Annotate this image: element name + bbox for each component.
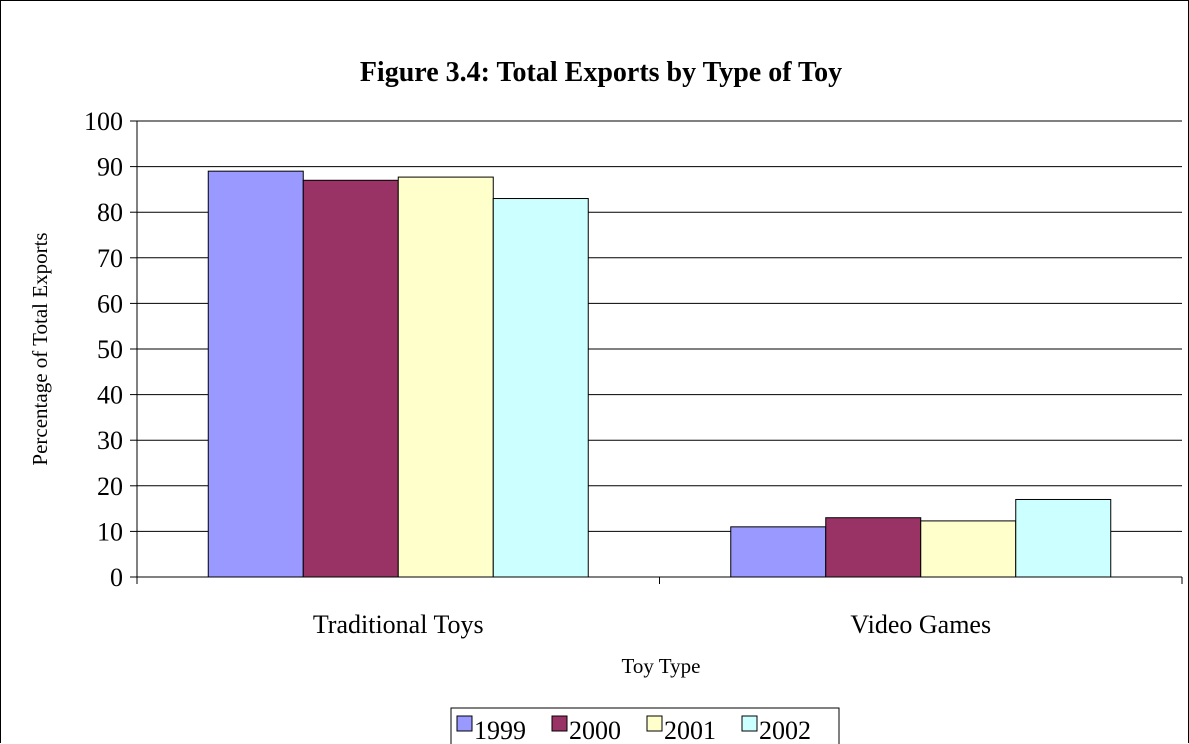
bar bbox=[397, 176, 494, 578]
x-category-label: Traditional Toys bbox=[313, 610, 484, 639]
legend-swatch bbox=[646, 715, 663, 732]
bar bbox=[302, 179, 399, 578]
y-tick-label: 90 bbox=[97, 153, 123, 182]
y-tick-label: 10 bbox=[97, 517, 123, 546]
y-tick-label: 100 bbox=[84, 107, 123, 136]
x-category-labels: Traditional Toys Video Games bbox=[313, 610, 991, 639]
chart-title: Figure 3.4: Total Exports by Type of Toy bbox=[360, 57, 842, 88]
legend-swatch bbox=[741, 715, 758, 732]
bar bbox=[825, 517, 922, 578]
y-tick-label: 60 bbox=[97, 289, 123, 318]
legend: 1999 2000 2001 2002 bbox=[450, 707, 840, 744]
x-category-label: Video Games bbox=[850, 610, 991, 639]
y-axis-label: Percentage of Total Exports bbox=[28, 232, 52, 465]
legend-label: 2002 bbox=[759, 716, 811, 744]
legend-label: 2001 bbox=[664, 716, 716, 744]
y-tick-label: 40 bbox=[97, 381, 123, 410]
y-tick-label: 20 bbox=[97, 472, 123, 501]
bar bbox=[730, 526, 827, 578]
axes bbox=[130, 120, 1183, 584]
y-tick-label: 0 bbox=[110, 563, 123, 592]
legend-swatch bbox=[551, 715, 568, 732]
y-tick-label: 70 bbox=[97, 244, 123, 273]
y-tick-label: 50 bbox=[97, 335, 123, 364]
legend-label: 2000 bbox=[569, 716, 621, 744]
y-tick-label: 30 bbox=[97, 426, 123, 455]
y-tick-label: 80 bbox=[97, 198, 123, 227]
bar bbox=[492, 198, 589, 578]
legend-swatch bbox=[456, 715, 473, 732]
bars bbox=[207, 170, 1112, 578]
y-tick-labels: 0 10 20 30 40 50 60 70 80 90 100 bbox=[84, 107, 123, 592]
bar bbox=[1015, 498, 1112, 578]
bar bbox=[207, 170, 304, 578]
bar bbox=[920, 520, 1017, 578]
x-axis-label: Toy Type bbox=[622, 654, 701, 678]
legend-box bbox=[450, 707, 840, 744]
legend-label: 1999 bbox=[474, 716, 526, 744]
